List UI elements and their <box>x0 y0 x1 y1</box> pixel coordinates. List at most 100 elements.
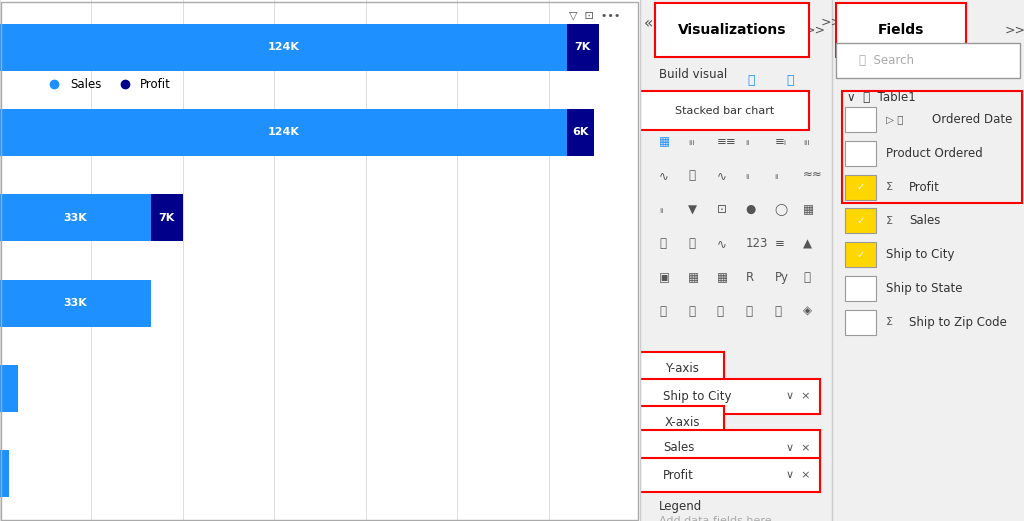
FancyBboxPatch shape <box>836 3 967 57</box>
Text: ▦: ▦ <box>688 271 699 284</box>
Bar <box>0 365 18 412</box>
Text: 33K: 33K <box>63 213 87 223</box>
Text: ∿: ∿ <box>717 169 727 182</box>
Text: X-axis: X-axis <box>665 416 700 429</box>
Text: 🌐: 🌐 <box>659 237 667 250</box>
Text: Stacked bar chart: Stacked bar chart <box>675 106 774 116</box>
Text: 🖌: 🖌 <box>748 75 755 87</box>
Text: Product Ordered: Product Ordered <box>886 147 982 159</box>
Text: Ship to Zip Code: Ship to Zip Code <box>909 316 1007 329</box>
Text: Py: Py <box>774 271 788 284</box>
Text: ▦: ▦ <box>659 135 671 148</box>
Text: ⛰: ⛰ <box>688 169 695 182</box>
Text: ∿: ∿ <box>717 237 727 250</box>
Text: ≡≡: ≡≡ <box>717 135 736 148</box>
Text: 📄: 📄 <box>717 305 724 318</box>
Text: Σ: Σ <box>886 182 893 192</box>
Text: >>: >> <box>820 16 842 29</box>
Text: Sales: Sales <box>909 215 940 227</box>
Text: 📊: 📊 <box>803 271 810 284</box>
Text: ▲: ▲ <box>803 237 812 250</box>
Text: Y-axis: Y-axis <box>666 362 699 375</box>
Text: 🗺: 🗺 <box>688 237 695 250</box>
Text: ⊡: ⊡ <box>717 203 727 216</box>
FancyBboxPatch shape <box>640 91 809 130</box>
FancyBboxPatch shape <box>846 276 877 301</box>
Text: Profit: Profit <box>909 181 940 193</box>
Text: Ship to City: Ship to City <box>664 390 731 403</box>
Bar <box>0 194 151 241</box>
Text: Profit: Profit <box>664 469 694 481</box>
Text: 7K: 7K <box>574 42 591 52</box>
Text: 💬: 💬 <box>688 305 695 318</box>
Text: ●: ● <box>745 203 756 216</box>
Bar <box>0 280 151 327</box>
Text: ∨  ×: ∨ × <box>786 470 810 480</box>
Text: Build visual: Build visual <box>659 68 727 81</box>
FancyBboxPatch shape <box>640 379 820 414</box>
Text: «: « <box>644 16 653 31</box>
FancyBboxPatch shape <box>846 107 877 132</box>
Text: ∨  🗂  Table1: ∨ 🗂 Table1 <box>848 91 916 104</box>
FancyBboxPatch shape <box>655 3 809 57</box>
Text: ▼: ▼ <box>688 203 697 216</box>
FancyBboxPatch shape <box>640 458 820 492</box>
Bar <box>567 23 599 71</box>
Text: ᵢᵢᵢ: ᵢᵢᵢ <box>688 135 694 148</box>
Text: ≡: ≡ <box>774 237 784 250</box>
Text: ᵢᵢ: ᵢᵢ <box>659 203 664 216</box>
Bar <box>0 450 9 498</box>
Text: 33K: 33K <box>63 298 87 308</box>
Bar <box>151 194 183 241</box>
Text: ᵢᵢ: ᵢᵢ <box>745 169 750 182</box>
Text: 📊: 📊 <box>745 305 753 318</box>
Text: Σ: Σ <box>886 317 893 328</box>
Text: 🔍: 🔍 <box>786 75 794 87</box>
Text: 7K: 7K <box>159 213 175 223</box>
Text: Ordered Date: Ordered Date <box>932 113 1012 126</box>
Text: ≡ᵢ: ≡ᵢ <box>774 135 786 148</box>
Text: ✓: ✓ <box>857 182 865 192</box>
FancyBboxPatch shape <box>846 175 877 200</box>
Text: ✓: ✓ <box>857 250 865 260</box>
Text: 124K: 124K <box>267 128 299 138</box>
Text: Fields: Fields <box>878 23 925 37</box>
Text: ∿: ∿ <box>659 169 669 182</box>
Text: Sales: Sales <box>664 441 694 454</box>
Text: Ship to State: Ship to State <box>886 282 963 295</box>
Text: 📹: 📹 <box>659 305 667 318</box>
FancyBboxPatch shape <box>640 406 725 439</box>
Text: ᵢᵢᵢ: ᵢᵢᵢ <box>803 135 810 148</box>
FancyBboxPatch shape <box>640 352 725 386</box>
FancyBboxPatch shape <box>846 242 877 267</box>
Text: ᵢᵢ: ᵢᵢ <box>774 169 778 182</box>
FancyBboxPatch shape <box>846 208 877 233</box>
Text: Visualizations: Visualizations <box>678 23 786 37</box>
Text: ◯: ◯ <box>774 203 787 216</box>
Text: »  ...: » ... <box>659 352 684 362</box>
Text: >>: >> <box>805 24 826 36</box>
Text: Add data fields here: Add data fields here <box>659 516 772 521</box>
Text: Σ: Σ <box>886 216 893 226</box>
Text: R: R <box>745 271 754 284</box>
Text: 🔍  Search: 🔍 Search <box>859 54 913 67</box>
Text: Ship to City: Ship to City <box>886 249 954 261</box>
Text: 6K: 6K <box>572 128 589 138</box>
Text: 124K: 124K <box>267 42 299 52</box>
Text: ≈≈: ≈≈ <box>803 169 823 182</box>
Text: ◈: ◈ <box>803 305 812 318</box>
FancyBboxPatch shape <box>846 141 877 166</box>
FancyBboxPatch shape <box>640 430 820 465</box>
Bar <box>0 23 567 71</box>
Bar <box>567 109 594 156</box>
Text: ᵢᵢ: ᵢᵢ <box>745 135 750 148</box>
Text: ∨  ×: ∨ × <box>786 391 810 402</box>
Text: ▦: ▦ <box>717 271 728 284</box>
Text: --------: -------- <box>659 94 687 104</box>
Text: 123: 123 <box>745 237 768 250</box>
Text: ▣: ▣ <box>659 271 671 284</box>
Text: ∨  ×: ∨ × <box>786 442 810 453</box>
Text: ▦: ▦ <box>803 203 814 216</box>
FancyBboxPatch shape <box>836 43 1020 78</box>
Text: >>: >> <box>1005 24 1024 36</box>
